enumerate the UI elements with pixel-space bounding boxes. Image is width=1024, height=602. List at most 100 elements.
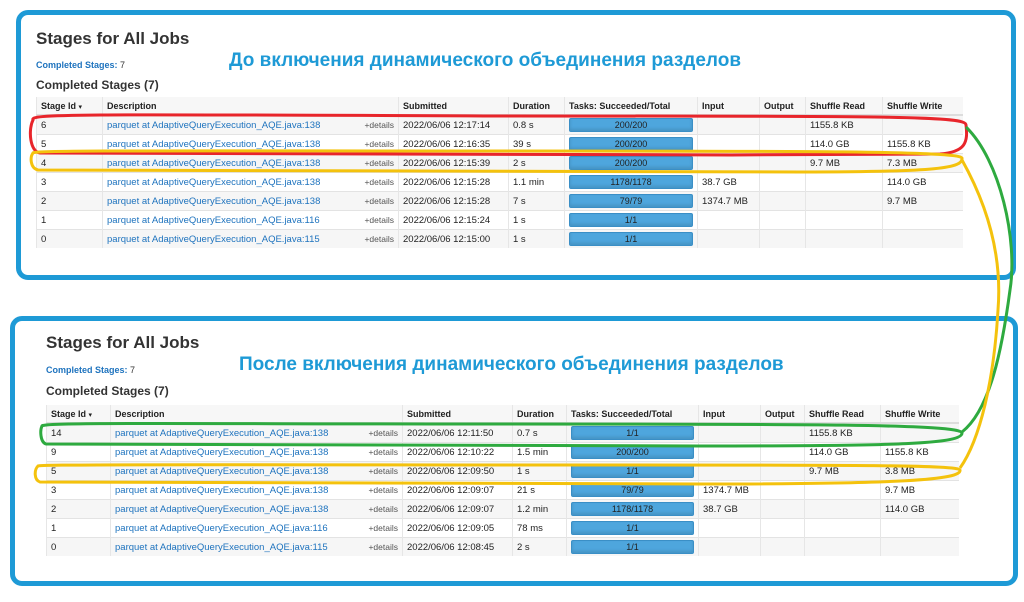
tasks-cell: 1/1 (564, 210, 698, 230)
shuffle-read-cell (804, 480, 881, 500)
details-toggle[interactable]: +details (368, 484, 398, 495)
stage-description-link[interactable]: parquet at AdaptiveQueryExecution_AQE.ja… (115, 484, 329, 496)
shuffle-write-cell (882, 229, 963, 248)
submitted-cell: 2022/06/06 12:15:24 (398, 210, 509, 230)
shuffle-write-cell: 9.7 MB (882, 191, 963, 211)
col-header-duration[interactable]: Duration (508, 97, 565, 116)
shuffle-write-cell (880, 537, 959, 556)
submitted-cell: 2022/06/06 12:09:05 (402, 518, 513, 538)
input-cell: 1374.7 MB (697, 191, 760, 211)
stage-description-link[interactable]: parquet at AdaptiveQueryExecution_AQE.ja… (107, 214, 320, 226)
completed-stages-link[interactable]: Completed Stages: 7 (36, 60, 125, 70)
details-toggle[interactable]: +details (364, 138, 394, 149)
col-header-tasks[interactable]: Tasks: Succeeded/Total (564, 97, 698, 116)
col-header-stage-id[interactable]: Stage Id ▾ (36, 97, 103, 116)
input-cell: 1374.7 MB (698, 480, 761, 500)
col-header-shuffle-write[interactable]: Shuffle Write (882, 97, 963, 116)
col-header-description[interactable]: Description (110, 405, 403, 424)
stage-description-link[interactable]: parquet at AdaptiveQueryExecution_AQE.ja… (115, 522, 328, 534)
col-header-input[interactable]: Input (698, 405, 761, 424)
shuffle-read-cell: 114.0 GB (805, 134, 883, 154)
tasks-progress-bar: 1/1 (571, 464, 694, 478)
col-header-shuffle-read[interactable]: Shuffle Read (804, 405, 881, 424)
tasks-progress-bar: 1/1 (571, 540, 694, 554)
completed-stages-header[interactable]: Completed Stages (7) (36, 78, 159, 92)
shuffle-write-cell: 9.7 MB (880, 480, 959, 500)
details-toggle[interactable]: +details (364, 214, 394, 225)
details-toggle[interactable]: +details (368, 465, 398, 476)
stage-id-cell: 6 (36, 114, 103, 135)
details-toggle[interactable]: +details (368, 541, 398, 552)
details-toggle[interactable]: +details (364, 233, 394, 244)
col-header-shuffle-read[interactable]: Shuffle Read (805, 97, 883, 116)
shuffle-write-cell: 1155.8 KB (882, 134, 963, 154)
stage-description-link[interactable]: parquet at AdaptiveQueryExecution_AQE.ja… (115, 503, 329, 515)
table-row: 1 parquet at AdaptiveQueryExecution_AQE.j… (46, 518, 959, 538)
stage-description-link[interactable]: parquet at AdaptiveQueryExecution_AQE.ja… (107, 233, 320, 245)
tasks-cell: 1178/1178 (564, 172, 698, 192)
output-cell (760, 442, 805, 462)
shuffle-read-cell (805, 210, 883, 230)
stage-id-cell: 4 (36, 153, 103, 173)
table-row: 5 parquet at AdaptiveQueryExecution_AQE.j… (46, 461, 959, 481)
col-header-shuffle-write[interactable]: Shuffle Write (880, 405, 959, 424)
col-header-output[interactable]: Output (760, 405, 805, 424)
details-toggle[interactable]: +details (368, 446, 398, 457)
stage-id-cell: 5 (46, 461, 111, 481)
stage-id-cell: 3 (46, 480, 111, 500)
page-title: Stages for All Jobs (36, 29, 190, 48)
stage-description-link[interactable]: parquet at AdaptiveQueryExecution_AQE.ja… (115, 427, 329, 439)
stage-description-link[interactable]: parquet at AdaptiveQueryExecution_AQE.ja… (107, 176, 321, 188)
stage-description-link[interactable]: parquet at AdaptiveQueryExecution_AQE.ja… (115, 465, 329, 477)
stage-description-link[interactable]: parquet at AdaptiveQueryExecution_AQE.ja… (115, 446, 329, 458)
tasks-progress-bar: 200/200 (571, 445, 694, 459)
col-header-submitted[interactable]: Submitted (402, 405, 513, 424)
col-header-tasks[interactable]: Tasks: Succeeded/Total (566, 405, 699, 424)
details-toggle[interactable]: +details (364, 195, 394, 206)
submitted-cell: 2022/06/06 12:15:28 (398, 172, 509, 192)
details-toggle[interactable]: +details (364, 119, 394, 130)
table-row: 3 parquet at AdaptiveQueryExecution_AQE.j… (46, 480, 959, 500)
shuffle-read-cell (804, 518, 881, 538)
submitted-cell: 2022/06/06 12:15:39 (398, 153, 509, 173)
completed-stages-link-label[interactable]: Completed Stages: (46, 365, 128, 375)
completed-stages-header[interactable]: Completed Stages (7) (46, 384, 169, 398)
duration-cell: 7 s (508, 191, 565, 211)
tasks-progress-bar: 1178/1178 (571, 502, 694, 516)
col-header-stage-id[interactable]: Stage Id ▾ (46, 405, 111, 424)
stage-description-link[interactable]: parquet at AdaptiveQueryExecution_AQE.ja… (107, 195, 321, 207)
tasks-cell: 1/1 (566, 461, 699, 481)
details-toggle[interactable]: +details (368, 522, 398, 533)
duration-cell: 39 s (508, 134, 565, 154)
description-cell: parquet at AdaptiveQueryExecution_AQE.ja… (102, 229, 399, 248)
output-cell (759, 172, 806, 192)
table-row: 2 parquet at AdaptiveQueryExecution_AQE.j… (46, 499, 959, 519)
col-header-duration[interactable]: Duration (512, 405, 567, 424)
stage-description-link[interactable]: parquet at AdaptiveQueryExecution_AQE.ja… (107, 157, 321, 169)
details-toggle[interactable]: +details (368, 427, 398, 438)
output-cell (760, 499, 805, 519)
shuffle-write-cell (882, 210, 963, 230)
col-header-submitted[interactable]: Submitted (398, 97, 509, 116)
completed-stages-link-label[interactable]: Completed Stages: (36, 60, 118, 70)
col-header-input[interactable]: Input (697, 97, 760, 116)
duration-cell: 78 ms (512, 518, 567, 538)
col-header-output[interactable]: Output (759, 97, 806, 116)
completed-stages-link[interactable]: Completed Stages: 7 (46, 365, 135, 375)
stage-description-link[interactable]: parquet at AdaptiveQueryExecution_AQE.ja… (115, 541, 328, 553)
description-cell: parquet at AdaptiveQueryExecution_AQE.ja… (110, 461, 403, 481)
shuffle-read-cell (805, 229, 883, 248)
shuffle-read-cell: 9.7 MB (804, 461, 881, 481)
details-toggle[interactable]: +details (364, 157, 394, 168)
description-cell: parquet at AdaptiveQueryExecution_AQE.ja… (102, 210, 399, 230)
stage-description-link[interactable]: parquet at AdaptiveQueryExecution_AQE.ja… (107, 119, 321, 131)
description-cell: parquet at AdaptiveQueryExecution_AQE.ja… (102, 134, 399, 154)
tasks-progress-bar: 1/1 (571, 521, 694, 535)
duration-cell: 1 s (508, 229, 565, 248)
col-header-description[interactable]: Description (102, 97, 399, 116)
description-cell: parquet at AdaptiveQueryExecution_AQE.ja… (102, 153, 399, 173)
details-toggle[interactable]: +details (368, 503, 398, 514)
stage-description-link[interactable]: parquet at AdaptiveQueryExecution_AQE.ja… (107, 138, 321, 150)
details-toggle[interactable]: +details (364, 176, 394, 187)
table-row: 5 parquet at AdaptiveQueryExecution_AQE.j… (36, 134, 963, 154)
